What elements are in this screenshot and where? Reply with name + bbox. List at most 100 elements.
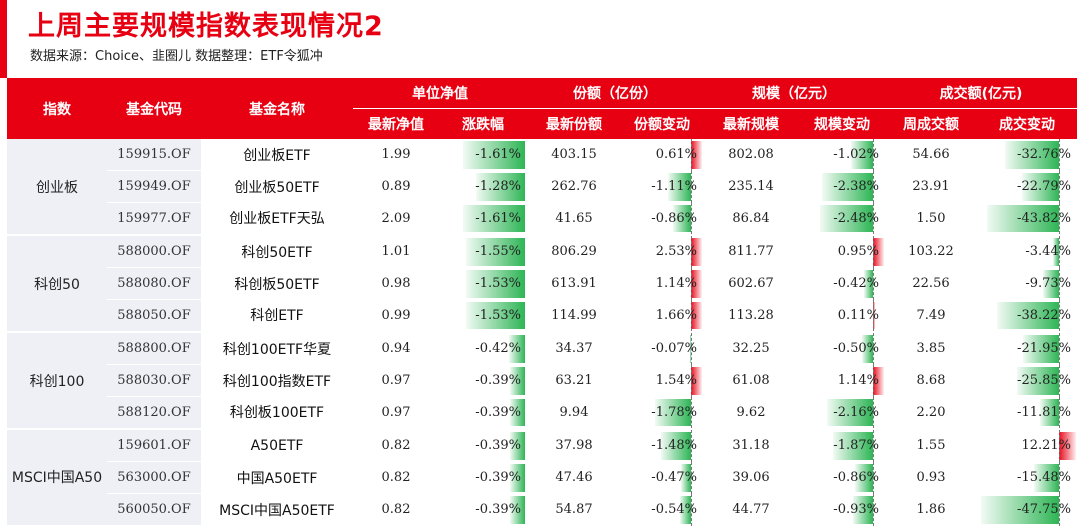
header-code: 基金代码 xyxy=(107,78,201,139)
scale-chg-cell: -0.86% xyxy=(799,461,885,494)
change-cell: -0.39% xyxy=(439,429,527,462)
share-chg-value: -1.78% xyxy=(651,404,697,420)
turnover-chg-value: -47.75% xyxy=(1017,501,1072,517)
zero-axis-line xyxy=(691,430,692,462)
change-bar xyxy=(463,204,525,232)
turnover-chg-bar xyxy=(1016,366,1059,395)
turnover-chg-cell: -15.48% xyxy=(977,461,1077,494)
nav-value: 0.82 xyxy=(381,502,411,517)
table-row: 159977.OF 创业板ETF天弘 2.09 -1.61% 41.65 -0.86% 86… xyxy=(7,202,1078,236)
fund-name: 科创100指数ETF xyxy=(222,373,332,390)
header-change: 涨跌幅 xyxy=(439,108,527,139)
change-cell: -1.53% xyxy=(439,299,527,333)
change-value: -0.39% xyxy=(475,372,521,388)
share-chg-bar xyxy=(660,432,691,460)
change-bar xyxy=(510,463,525,492)
turnover-chg-cell: -47.75% xyxy=(977,493,1077,526)
share-chg-value: -0.86% xyxy=(651,210,697,226)
header-share-group: 份额（亿份） xyxy=(527,78,703,109)
scale-chg-cell: -0.42% xyxy=(799,267,885,300)
share-chg-bar xyxy=(654,398,691,426)
scale-chg-value: 0.11% xyxy=(837,307,879,323)
scale-chg-bar xyxy=(863,269,873,298)
fund-name: 中国A50ETF xyxy=(236,470,318,487)
scale-chg-cell: -1.02% xyxy=(799,139,885,171)
change-bar xyxy=(465,238,525,266)
change-cell: -1.53% xyxy=(439,268,527,300)
scale-chg-value: -0.50% xyxy=(833,341,879,356)
zero-axis-line xyxy=(691,267,692,300)
share-value: 37.98 xyxy=(555,438,593,454)
scale-chg-value: -0.86% xyxy=(833,469,879,485)
scale-chg-cell: -1.87% xyxy=(799,429,885,462)
table-row: 560050.OF MSCI中国A50ETF 0.82 -0.39% 54.87 -0.5… xyxy=(7,493,1077,526)
fund-name: 创业板ETF xyxy=(243,147,311,164)
share-chg-cell: -0.07% xyxy=(621,332,703,365)
change-cell: -0.42% xyxy=(439,332,527,365)
scale-chg-value: 0.95% xyxy=(837,244,879,259)
header-share-chg: 份额变动 xyxy=(621,108,703,139)
turnover-chg-cell: -32.76% xyxy=(977,139,1077,171)
fund-name: 创业板ETF天弘 xyxy=(201,202,353,236)
zero-axis-line xyxy=(873,299,874,331)
turnover-value: 103.22 xyxy=(908,244,954,260)
index-group-label: 科创100 xyxy=(7,332,107,430)
scale-chg-cell: 0.95% xyxy=(799,235,885,268)
scale-chg-bar xyxy=(853,495,873,524)
scale-chg-cell: 1.14% xyxy=(799,364,885,397)
share-chg-bar xyxy=(691,301,702,329)
turnover-chg-bar xyxy=(1033,463,1059,492)
turnover-chg-bar xyxy=(987,204,1059,232)
fund-name: 科创板50ETF xyxy=(234,276,320,293)
etf-table: 指数 基金代码 基金名称 单位净值 份额（亿份） 规模（亿元） 成交额(亿元) … xyxy=(7,78,1078,527)
zero-axis-line xyxy=(873,461,874,494)
change-cell: -1.28% xyxy=(439,171,527,203)
table-row: 588080.OF 科创板50ETF 0.98 -1.53% 613.91 1.14% 60… xyxy=(7,267,1077,300)
change-cell: -1.61% xyxy=(439,139,527,171)
share-chg-cell: 1.66% xyxy=(621,299,703,333)
change-value: -0.39% xyxy=(475,404,521,420)
scale-chg-value: -1.87% xyxy=(833,438,879,453)
zero-axis-line xyxy=(873,364,874,397)
table-row: 科创50 588000.OF 科创50ETF 1.01 -1.55% 806.29 2.53… xyxy=(7,235,1077,333)
scale-chg-bar xyxy=(873,238,884,266)
zero-axis-line xyxy=(1059,236,1060,268)
fund-name: MSCI中国A50ETF xyxy=(219,502,335,519)
fund-code: 159601.OF xyxy=(107,429,201,462)
share-value: 47.46 xyxy=(555,470,593,485)
share-chg-value: -0.54% xyxy=(651,501,697,517)
fund-code: 588120.OF xyxy=(107,396,201,430)
share-chg-value: 1.54% xyxy=(655,372,697,388)
change-cell: -0.39% xyxy=(439,396,527,430)
share-value: 34.37 xyxy=(555,341,593,357)
scale-value: 811.77 xyxy=(728,244,774,260)
header-turnover-chg: 成交变动 xyxy=(977,108,1078,139)
table-row: 159949.OF 创业板50ETF 0.89 -1.28% 262.76 -1.11% 2… xyxy=(7,170,1077,203)
turnover-chg-cell: -43.82% xyxy=(977,202,1078,236)
turnover-value: 1.50 xyxy=(885,202,977,236)
table-row: MSCI中国A50 159601.OF A50ETF 0.82 -0.39% 37.98 -… xyxy=(7,429,1077,527)
scale-value: 235.14 xyxy=(728,179,774,194)
scale-value: 31.18 xyxy=(732,438,770,454)
zero-axis-line xyxy=(1059,461,1060,494)
share-value: 613.91 xyxy=(551,276,597,291)
share-value: 806.29 xyxy=(551,244,597,260)
share-chg-bar xyxy=(691,269,702,298)
turnover-value: 3.85 xyxy=(916,341,946,357)
share-value: 262.76 xyxy=(551,179,597,194)
scale-chg-value: -0.93% xyxy=(833,501,879,517)
fund-code: 588800.OF xyxy=(107,332,201,365)
zero-axis-line xyxy=(873,430,874,462)
zero-axis-line xyxy=(691,236,692,268)
nav-value: 1.01 xyxy=(381,244,411,260)
turnover-chg-bar xyxy=(1023,335,1059,363)
share-chg-value: 1.14% xyxy=(655,275,697,291)
turnover-chg-bar xyxy=(1043,269,1059,298)
table-body: 创业板 159915.OF 创业板ETF 1.99 -1.61% 403.15 0.61% 8… xyxy=(7,139,1078,527)
change-bar xyxy=(466,301,525,329)
turnover-chg-value: -9.73% xyxy=(1025,275,1072,291)
share-chg-bar xyxy=(691,366,702,395)
nav-value: 0.99 xyxy=(353,299,439,333)
index-group-label: 创业板 xyxy=(7,139,107,236)
share-chg-bar xyxy=(673,204,691,232)
